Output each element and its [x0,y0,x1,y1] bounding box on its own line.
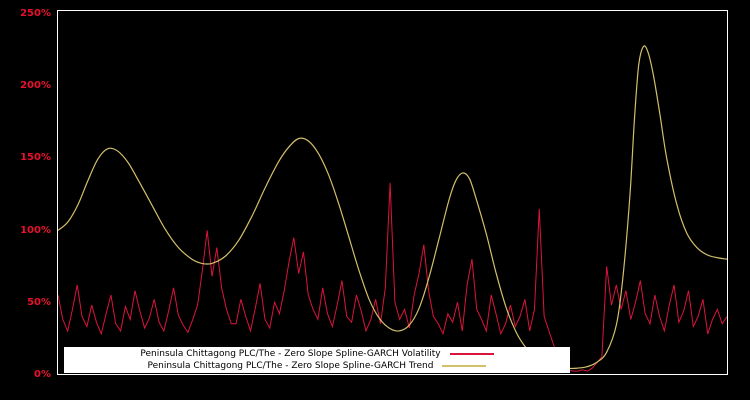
legend-label-trend: Peninsula Chittagong PLC/The - Zero Slop… [147,361,434,371]
plot-canvas [58,45,727,372]
y-axis-tick-label: 250% [20,8,51,19]
legend-row-trend: Peninsula Chittagong PLC/The - Zero Slop… [64,360,570,372]
legend-label-volatility: Peninsula Chittagong PLC/The - Zero Slop… [140,349,441,359]
y-axis-tick-label: 0% [34,369,51,380]
y-axis-tick-label: 50% [27,297,51,308]
trend-line-swatch [442,365,487,367]
legend: Peninsula Chittagong PLC/The - Zero Slop… [64,347,570,373]
y-axis-tick-label: 100% [20,225,51,236]
volatility-line-swatch [449,353,494,355]
y-axis-tick-label: 200% [20,80,51,91]
plot-area: Peninsula Chittagong PLC/The - Zero Slop… [57,10,728,375]
y-axis-tick-label: 150% [20,152,51,163]
trend-line [58,45,727,370]
legend-row-volatility: Peninsula Chittagong PLC/The - Zero Slop… [64,348,570,360]
volatility-line [58,182,727,372]
